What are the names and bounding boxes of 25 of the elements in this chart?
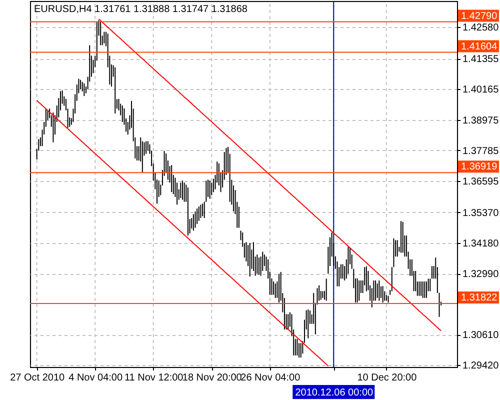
- x-tick-label: 4 Nov 04:00: [68, 372, 123, 384]
- y-tick-label: 1.38975: [462, 115, 500, 126]
- chart-title: EURUSD,H4 1.31761 1.31888 1.31747 1.31868: [34, 4, 248, 15]
- x-tick-label: 2010.12.06 00:00: [295, 388, 374, 398]
- y-tick-label: 1.34180: [462, 238, 500, 250]
- y-tick-label: 1.32990: [462, 269, 500, 280]
- y-tick-label: 1.30610: [462, 330, 500, 342]
- x-tick-label: 11 Nov 12:00: [124, 372, 184, 384]
- y-tick-label: 1.35370: [462, 208, 500, 219]
- ref-line-label: 1.41604: [461, 41, 498, 52]
- x-tick-label: 10 Dec 20:00: [357, 372, 418, 384]
- line-series: [36, 100, 329, 366]
- ref-line-label: 1.31822: [461, 292, 498, 304]
- x-tick-label: 18 Nov 20:00: [182, 372, 242, 384]
- x-tick-label: 27 Oct 2010: [10, 372, 65, 384]
- ref-line-label: 1.42790: [461, 10, 498, 22]
- x-tick-label: 26 Nov 04:00: [240, 372, 301, 384]
- y-tick-label: 1.41355: [462, 54, 500, 66]
- ref-line-label: 1.36919: [461, 162, 498, 173]
- y-tick-label: 1.42580: [462, 22, 500, 34]
- line-series: [98, 18, 442, 332]
- y-tick-label: 1.36595: [462, 176, 500, 188]
- y-tick-label: 1.37785: [462, 146, 500, 157]
- y-tick-label: 1.40165: [462, 84, 500, 96]
- y-tick-label: 1.29420: [462, 360, 500, 372]
